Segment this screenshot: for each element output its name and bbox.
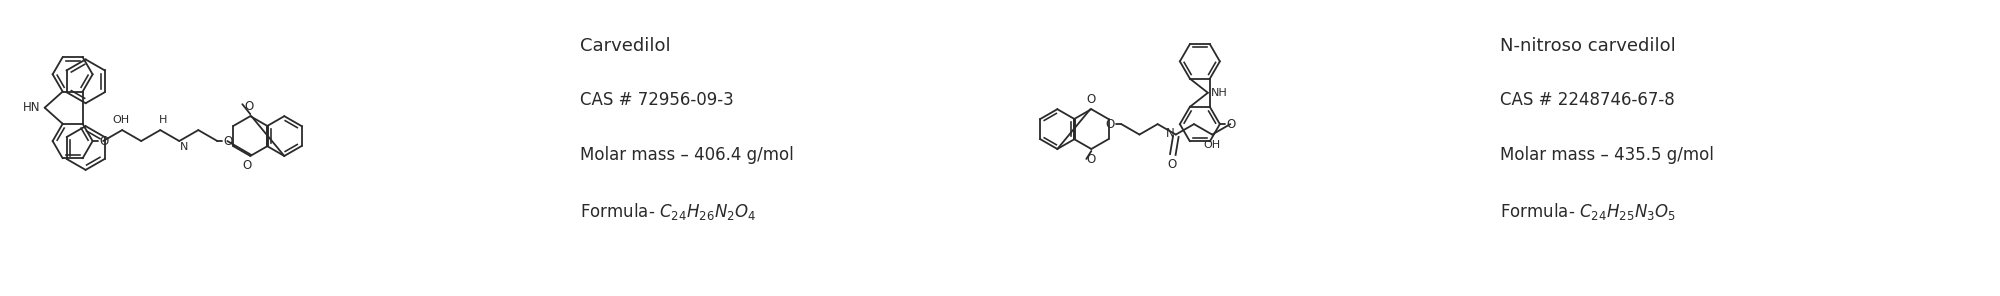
- Text: O: O: [224, 135, 234, 147]
- Text: O: O: [242, 159, 252, 172]
- Text: CAS # 2248746-67-8: CAS # 2248746-67-8: [1500, 91, 1674, 109]
- Text: O: O: [244, 100, 254, 113]
- Text: O: O: [1226, 118, 1236, 131]
- Text: O: O: [1168, 158, 1176, 171]
- Text: N: N: [1166, 127, 1174, 140]
- Text: N-nitroso carvedilol: N-nitroso carvedilol: [1500, 36, 1676, 54]
- Text: N: N: [180, 142, 188, 152]
- Text: Carvedilol: Carvedilol: [580, 36, 670, 54]
- Text: H: H: [160, 115, 168, 125]
- Text: O: O: [100, 135, 108, 147]
- Text: HN: HN: [24, 101, 40, 114]
- Text: NH: NH: [1210, 88, 1228, 98]
- Text: CAS # 72956-09-3: CAS # 72956-09-3: [580, 91, 734, 109]
- Text: O: O: [1086, 93, 1096, 106]
- Text: Formula- $C_{24}H_{26}N_2O_4$: Formula- $C_{24}H_{26}N_2O_4$: [580, 201, 756, 222]
- Text: Molar mass – 435.5 g/mol: Molar mass – 435.5 g/mol: [1500, 146, 1714, 164]
- Text: Molar mass – 406.4 g/mol: Molar mass – 406.4 g/mol: [580, 146, 794, 164]
- Text: O: O: [1106, 118, 1114, 131]
- Text: Formula- $C_{24}H_{25}N_3O_5$: Formula- $C_{24}H_{25}N_3O_5$: [1500, 201, 1676, 222]
- Text: OH: OH: [1204, 139, 1220, 149]
- Text: O: O: [1086, 153, 1096, 166]
- Text: OH: OH: [112, 115, 130, 125]
